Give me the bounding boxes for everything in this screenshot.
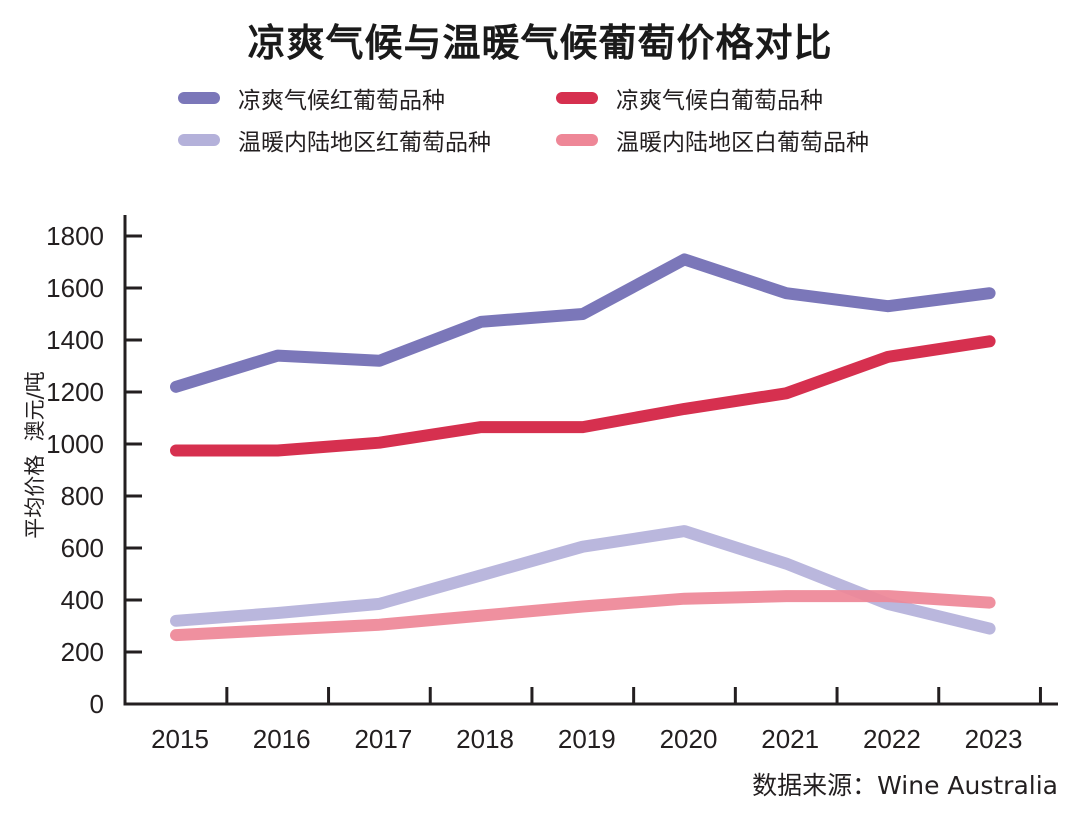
legend-item-cool-white: 凉爽气候白葡萄品种 <box>556 78 823 118</box>
data-source: 数据来源：Wine Australia <box>752 771 1058 800</box>
y-tick-label: 1200 <box>46 377 104 407</box>
y-tick-label: 1400 <box>46 325 104 355</box>
x-tick-label: 2015 <box>151 724 209 754</box>
legend-item-warm-white: 温暖内陆地区白葡萄品种 <box>556 120 869 160</box>
legend-swatch-cool-red <box>178 92 220 104</box>
series-line-2 <box>170 525 996 635</box>
x-tick-label: 2016 <box>253 724 311 754</box>
x-tick-label: 2020 <box>660 724 718 754</box>
legend-label-warm-red: 温暖内陆地区红葡萄品种 <box>238 130 491 156</box>
legend-item-cool-red: 凉爽气候红葡萄品种 <box>178 78 445 118</box>
x-tick-label: 2023 <box>965 724 1023 754</box>
legend-label-warm-white: 温暖内陆地区白葡萄品种 <box>616 130 869 156</box>
axes-layer: 0 200 400 600 800 1000 1200 1400 1600 1800 2015 201… <box>46 215 1058 754</box>
x-tick-label: 2017 <box>354 724 412 754</box>
x-tick-label: 2022 <box>863 724 921 754</box>
x-tick-label: 2019 <box>558 724 616 754</box>
legend-swatch-warm-red <box>178 134 220 146</box>
legend-label-cool-white: 凉爽气候白葡萄品种 <box>616 88 823 114</box>
chart-title: 凉爽气候与温暖气候葡萄价格对比 <box>247 21 833 65</box>
y-tick-label: 1600 <box>46 273 104 303</box>
series-layer <box>170 253 996 642</box>
y-tick-label: 1000 <box>46 429 104 459</box>
y-tick-label: 0 <box>90 689 104 719</box>
y-tick-label: 600 <box>61 533 104 563</box>
y-tick-label: 1800 <box>46 221 104 251</box>
y-tick-label: 800 <box>61 481 104 511</box>
legend-label-cool-red: 凉爽气候红葡萄品种 <box>238 88 445 114</box>
legend-swatch-cool-white <box>556 92 598 104</box>
x-tick-label: 2018 <box>456 724 514 754</box>
legend-swatch-warm-white <box>556 134 598 146</box>
y-tick-label: 200 <box>61 637 104 667</box>
x-tick-label: 2021 <box>761 724 819 754</box>
legend-item-warm-red: 温暖内陆地区红葡萄品种 <box>178 120 491 160</box>
y-tick-label: 400 <box>61 585 104 615</box>
